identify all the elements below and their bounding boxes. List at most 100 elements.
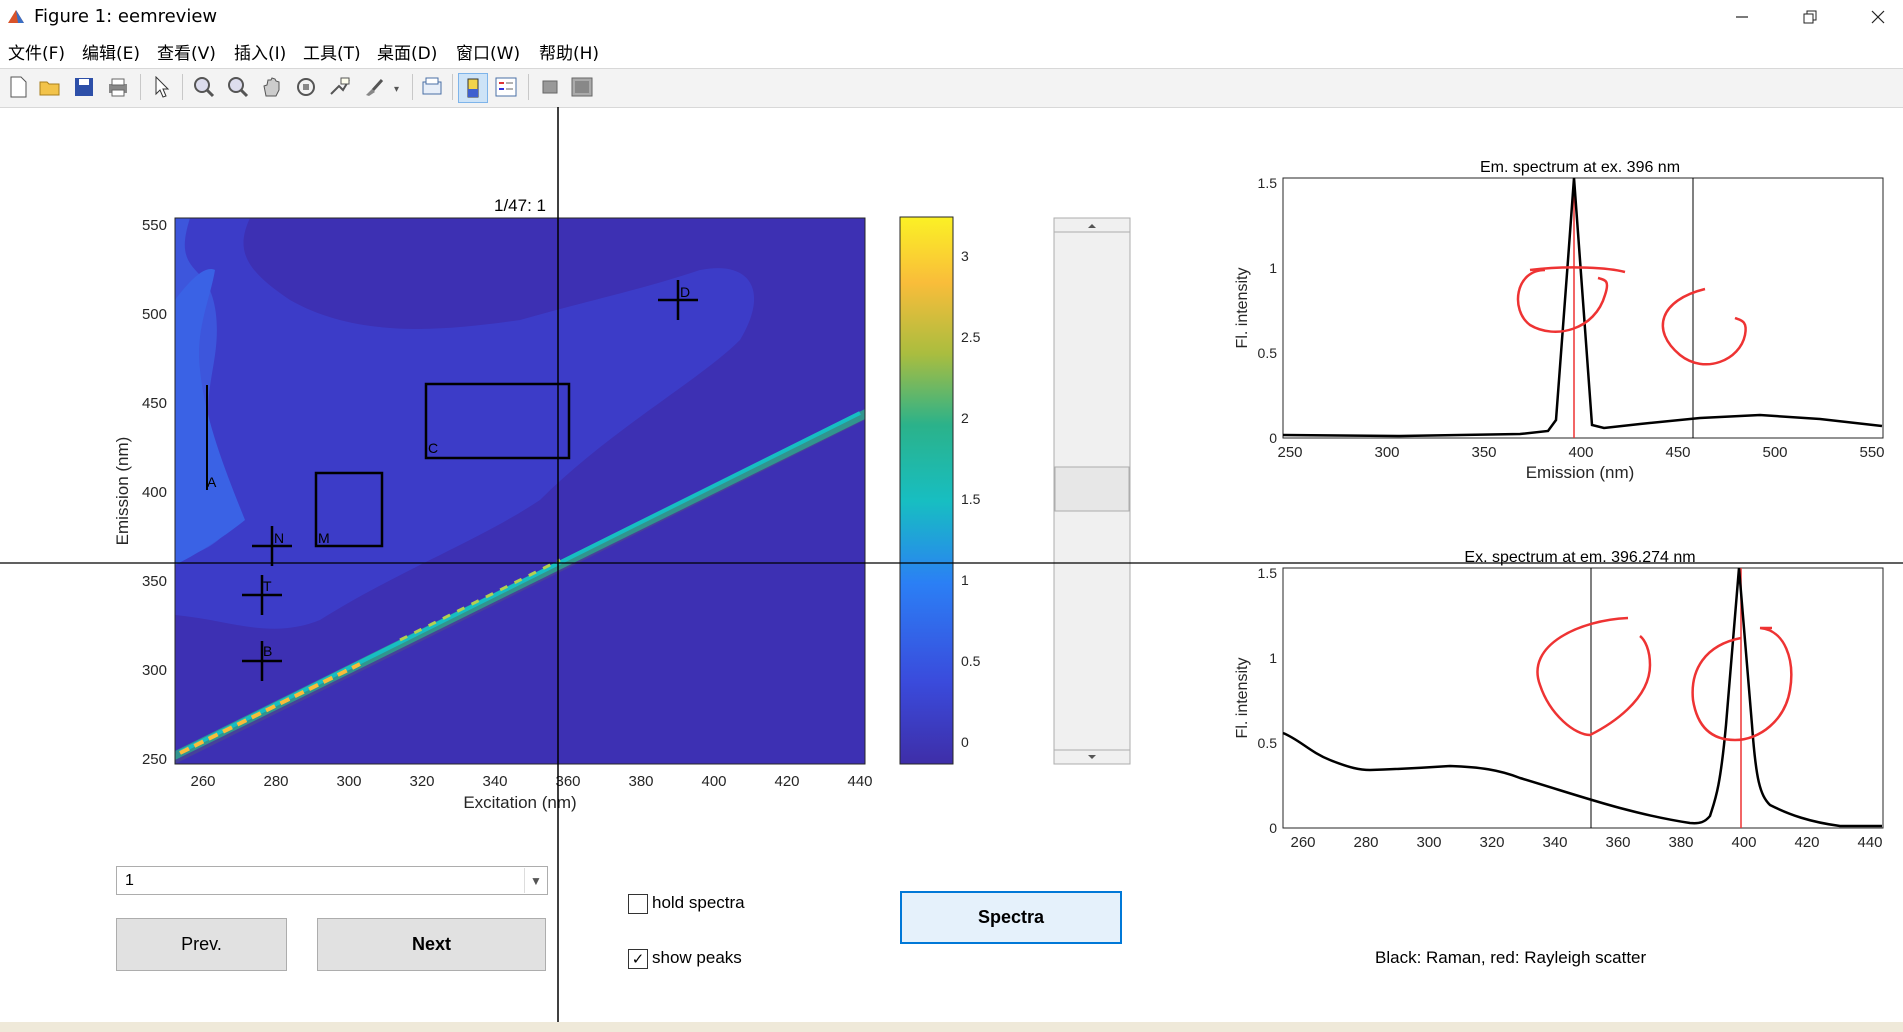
hold-spectra-label: hold spectra [652, 893, 745, 912]
colorbar-tick: 0.5 [961, 653, 981, 669]
menu-help[interactable]: 帮助(H) [539, 44, 600, 64]
eem-xticks: 260 280 300 320 340 360 380 400 420 440 [190, 773, 872, 790]
hold-spectra-checkbox[interactable]: hold spectra [628, 893, 745, 914]
ex-axes-box [1282, 567, 1884, 829]
save-icon [75, 78, 93, 96]
ex-ytick: 1.5 [1258, 565, 1278, 581]
rotate-button[interactable] [292, 73, 320, 101]
eem-ytick: 350 [142, 573, 167, 590]
peak-t-label: T [263, 578, 272, 594]
show-peaks-checkbox[interactable]: ✓ show peaks [628, 948, 742, 969]
colorbar-button[interactable] [458, 73, 488, 103]
menu-window[interactable]: 窗口(W) [456, 44, 521, 64]
chevron-down-icon[interactable]: ▼ [524, 868, 547, 893]
em-xtick: 300 [1374, 444, 1399, 461]
sample-slider[interactable] [1053, 217, 1131, 765]
ex-xticks: 260 280 300 320 340 360 380 400 420 440 [1290, 834, 1882, 851]
eem-xtick: 400 [701, 773, 726, 790]
new-figure-button[interactable] [4, 73, 32, 101]
em-ytick: 0.5 [1258, 345, 1278, 361]
print-button[interactable] [104, 73, 132, 101]
em-xtick: 550 [1859, 444, 1884, 461]
colorbar-tick: 2.5 [961, 329, 981, 345]
eem-xtick: 320 [409, 773, 434, 790]
annotation-circle-3 [1536, 616, 1652, 737]
eem-xtick: 420 [774, 773, 799, 790]
brush-icon [366, 78, 384, 96]
minimize-icon [1736, 16, 1748, 18]
toolbar [0, 68, 1903, 108]
brush-button[interactable] [360, 73, 388, 101]
link-button[interactable] [418, 73, 446, 101]
window-title: Figure 1: eemreview [34, 6, 218, 27]
spectra-button[interactable]: Spectra [900, 891, 1122, 944]
toolbar-separator [528, 74, 529, 100]
eem-xtick: 280 [263, 773, 288, 790]
colorbar-tick: 1.5 [961, 491, 981, 507]
figure-canvas: A C M D N T B 260 280 300 320 340 360 38… [0, 107, 1903, 1022]
ex-xtick: 280 [1353, 834, 1378, 851]
show-peaks-box[interactable]: ✓ [628, 948, 648, 969]
eem-title: 1/47: 1 [494, 196, 546, 215]
zoom-in-button[interactable] [190, 73, 218, 101]
menu-insert[interactable]: 插入(I) [234, 44, 287, 64]
hide-tools-button[interactable] [536, 73, 564, 101]
em-ytick: 1 [1269, 260, 1277, 276]
title-bar [0, 0, 1903, 34]
zoom-out-button[interactable] [224, 73, 252, 101]
em-xtick: 500 [1762, 444, 1787, 461]
peak-c-label: C [428, 440, 438, 456]
next-button[interactable]: Next [317, 918, 546, 971]
peak-m-label: M [318, 530, 330, 546]
close-button[interactable] [1848, 0, 1903, 34]
dock-button[interactable] [568, 73, 596, 101]
eem-xtick: 340 [482, 773, 507, 790]
menu-tools[interactable]: 工具(T) [303, 44, 361, 64]
legend-button[interactable] [492, 73, 520, 101]
print-icon [109, 78, 127, 97]
pan-button[interactable] [258, 73, 286, 101]
open-icon [39, 81, 60, 96]
eem-xtick: 300 [336, 773, 361, 790]
annotation-circle-2 [1661, 287, 1747, 366]
peak-m-box [314, 471, 384, 548]
pointer-button[interactable] [148, 73, 176, 101]
colorbar-icon [467, 78, 479, 98]
eem-yticks: 550 500 450 400 350 300 250 [142, 217, 167, 768]
peak-b-label: B [263, 643, 272, 659]
restore-button[interactable] [1780, 0, 1840, 34]
legend-icon [495, 77, 517, 97]
slider-thumb[interactable] [1054, 466, 1130, 512]
ex-xtick: 380 [1668, 834, 1693, 851]
data-cursor-button[interactable] [326, 73, 354, 101]
eem-contour-plot[interactable]: A C M D N T B [174, 217, 866, 765]
menu-edit[interactable]: 编辑(E) [82, 44, 141, 64]
eem-xtick: 380 [628, 773, 653, 790]
em-spectrum-plot[interactable] [1282, 177, 1884, 439]
annotation-circle-4 [1691, 626, 1793, 742]
minimize-button[interactable] [1712, 0, 1772, 34]
em-xtick: 400 [1568, 444, 1593, 461]
prev-button[interactable]: Prev. [116, 918, 287, 971]
open-button[interactable] [36, 73, 64, 101]
em-xtick: 350 [1471, 444, 1496, 461]
colorbar [899, 216, 954, 765]
ex-title: Ex. spectrum at em. 396.274 nm [1464, 549, 1695, 566]
menu-view[interactable]: 查看(V) [157, 44, 216, 64]
peak-a-label: A [207, 474, 217, 490]
em-title: Em. spectrum at ex. 396 nm [1480, 159, 1680, 176]
ex-xtick: 320 [1479, 834, 1504, 851]
ex-spectrum-plot[interactable] [1282, 567, 1884, 829]
save-button[interactable] [70, 73, 98, 101]
eem-xlabel: Excitation (nm) [463, 793, 576, 812]
peak-d-label: D [680, 284, 690, 300]
menu-file[interactable]: 文件(F) [8, 44, 66, 64]
menu-desktop[interactable]: 桌面(D) [377, 44, 438, 64]
em-ylabel: Fl. intensity [1234, 268, 1251, 349]
brush-dropdown-icon[interactable]: ▾ [394, 84, 400, 95]
sample-dropdown[interactable]: 1 ▼ [116, 866, 548, 895]
hide-tools-icon [542, 80, 558, 94]
hold-spectra-box[interactable] [628, 893, 648, 914]
peak-c-box [424, 382, 571, 460]
ex-xtick: 340 [1542, 834, 1567, 851]
